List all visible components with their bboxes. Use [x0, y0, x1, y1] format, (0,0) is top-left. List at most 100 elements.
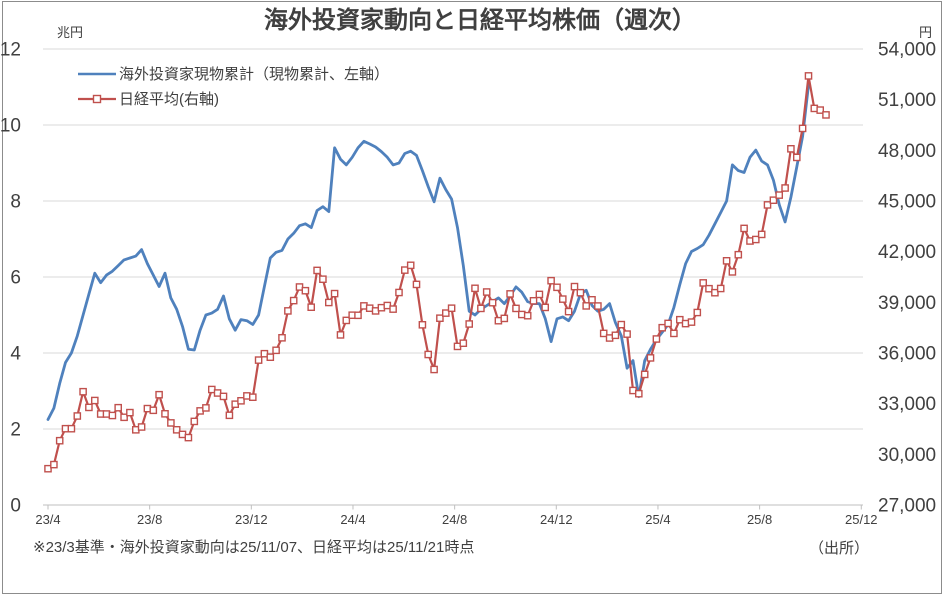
right-axis-tick-label: 39,000 [878, 293, 936, 314]
nikkei-marker [740, 224, 748, 233]
right-axis-unit: 円 [919, 25, 932, 40]
nikkei-marker [406, 261, 415, 270]
nikkei-marker [734, 250, 743, 259]
nikkei-marker [798, 124, 807, 133]
nikkei-marker [623, 330, 631, 338]
nikkei-marker [582, 302, 590, 310]
nikkei-marker [301, 286, 310, 295]
nikkei-marker [670, 329, 678, 338]
nikkei-marker [44, 464, 52, 473]
nikkei-marker [155, 390, 163, 399]
nikkei-marker [482, 288, 491, 296]
series-foreign-investors [46, 83, 810, 421]
nikkei-marker [319, 275, 327, 284]
right-axis-tick-label: 51,000 [878, 90, 936, 111]
nikkei-marker [55, 436, 64, 445]
x-axis-tick-label: 23/12 [235, 512, 268, 527]
nikkei-series-legend-label: 日経平均(右軸) [119, 91, 219, 108]
nikkei-series-legend-marker-icon [92, 94, 102, 104]
nikkei-marker [266, 353, 275, 362]
nikkei-marker [430, 365, 438, 374]
right-axis-labels: 27,000 30,000 33,000 36,000 39,000 42,000 45,0… [878, 40, 936, 517]
x-axis-tick-label: 24/4 [340, 512, 365, 527]
nikkei-marker [658, 323, 666, 332]
nikkei-marker [342, 316, 351, 325]
nikkei-marker [167, 419, 175, 427]
nikkei-marker [395, 288, 403, 297]
nikkei-marker [547, 276, 555, 285]
nikkei-marker [781, 184, 789, 192]
series-nikkei [44, 72, 830, 473]
foreign-investors-line [46, 83, 810, 421]
left-axis-labels: 0 2 4 6 8 10 12 [0, 40, 21, 517]
left-axis-tick-label: 2 [10, 420, 21, 441]
nikkei-marker [553, 283, 561, 292]
axes [47, 505, 862, 510]
nikkei-marker [108, 411, 117, 420]
nikkei-marker [161, 410, 169, 418]
right-axis-tick-label: 54,000 [878, 40, 936, 61]
nikkei-marker [354, 311, 362, 320]
nikkei-marker [541, 303, 549, 312]
nikkei-marker [79, 387, 87, 396]
nikkei-marker [459, 339, 468, 348]
nikkei-marker [594, 302, 602, 310]
nikkei-marker [611, 331, 620, 340]
nikkei-marker [412, 280, 421, 289]
right-axis-tick-label: 27,000 [878, 496, 936, 517]
nikkei-marker [67, 424, 76, 433]
right-axis-tick-label: 36,000 [878, 344, 936, 365]
nikkei-marker [172, 426, 181, 434]
nikkei-marker [500, 314, 509, 323]
nikkei-marker [202, 404, 210, 412]
nikkei-marker [576, 288, 585, 297]
nikkei-marker [219, 392, 228, 401]
nikkei-marker [640, 370, 649, 379]
nikkei-marker [278, 334, 286, 342]
nikkei-marker [90, 396, 99, 405]
right-axis-tick-label: 30,000 [878, 445, 936, 466]
left-axis-tick-label: 12 [0, 40, 21, 61]
nikkei-marker [816, 106, 824, 114]
nikkei-marker [564, 307, 573, 316]
source-label: （出所） [809, 540, 869, 557]
nikkei-marker [705, 284, 713, 293]
x-axis-tick-label: 24/12 [540, 512, 573, 527]
nikkei-marker [793, 153, 801, 162]
nikkei-marker [559, 295, 567, 303]
x-axis-labels: 23/4 23/8 23/12 24/4 24/8 24/12 25/4 25/8 25/12 [35, 512, 877, 527]
nikkei-marker [716, 284, 725, 293]
x-axis-tick-label: 25/4 [645, 512, 670, 527]
nikkei-marker [114, 403, 122, 412]
nikkei-marker [822, 111, 830, 119]
nikkei-marker [225, 411, 234, 420]
chart-frame-border [2, 1, 942, 594]
nikkei-marker [401, 266, 409, 274]
nikkei-marker [284, 307, 292, 315]
nikkei-marker [728, 268, 737, 276]
nikkei-marker [289, 296, 298, 305]
nikkei-marker [506, 290, 514, 298]
x-axis-tick-label: 23/8 [137, 512, 162, 527]
nikkei-marker [523, 311, 532, 320]
nikkei-marker [424, 350, 433, 359]
nikkei-marker [635, 389, 643, 398]
nikkei-marker [272, 346, 280, 355]
nikkei-marker [137, 423, 146, 431]
nikkei-marker [787, 144, 795, 153]
x-axis-tick-label: 25/8 [747, 512, 772, 527]
nikkei-marker [149, 406, 158, 415]
nikkei-marker [676, 315, 684, 324]
nikkei-marker [646, 354, 655, 362]
nikkei-marker [664, 319, 672, 328]
nikkei-marker [535, 290, 544, 299]
nikkei-marker [757, 230, 766, 239]
nikkei-marker [126, 408, 134, 417]
left-axis-tick-label: 10 [0, 116, 21, 137]
left-axis-tick-label: 0 [10, 496, 21, 517]
nikkei-marker [50, 460, 58, 469]
nikkei-marker [722, 257, 731, 265]
nikkei-marker [529, 297, 538, 305]
